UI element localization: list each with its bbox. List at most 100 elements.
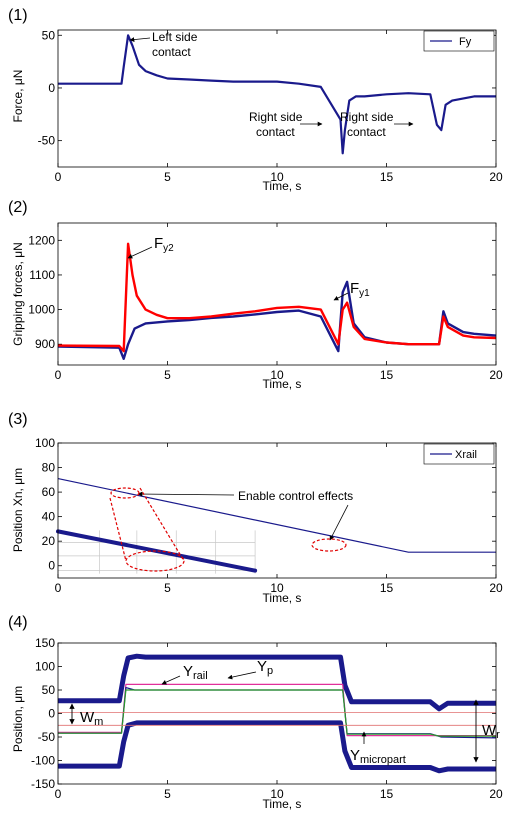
x-tick-label: 5 — [164, 581, 171, 595]
highlight-ellipse-zoom — [125, 550, 185, 572]
inset-zoom — [56, 529, 258, 574]
legend-box-3 — [423, 443, 495, 465]
y-tick-label: 20 — [42, 534, 56, 548]
y-tick-label: -50 — [38, 134, 56, 148]
annotation-wm: Wm — [69, 703, 103, 728]
x-tick-label: 10 — [270, 368, 284, 382]
legend-entry-xrail: Xrail — [455, 449, 477, 461]
x-tick-label: 0 — [55, 581, 62, 595]
annotation-fy1-text: Fy1 — [350, 280, 370, 299]
annotation-left-side: Left side — [152, 30, 198, 44]
legend-3: Xrail — [423, 443, 495, 465]
annotation-yp-text: Yp — [257, 658, 273, 677]
arrow-fy1 — [333, 292, 349, 301]
x-tick-label: 0 — [55, 170, 62, 184]
x-tick-label: 10 — [270, 581, 284, 595]
y-tick-label: -50 — [38, 730, 56, 744]
y-tick-label: 1000 — [28, 303, 55, 317]
y-tick-label: 0 — [48, 707, 55, 721]
highlight-ellipse-2 — [311, 538, 347, 552]
plot-frame-3 — [57, 442, 497, 579]
annotation-ymicropart: Ymicropart — [350, 731, 406, 766]
panel-4: (4) Time, s Position, μm 0 5 10 15 20 -150 -10… — [8, 614, 503, 811]
plot-frame-1 — [57, 29, 497, 168]
y-axis-label-3: Position Xn, μm — [11, 468, 25, 552]
arrow-enable-left — [137, 491, 235, 497]
series-group-1 — [58, 34, 496, 155]
series-upper-jaw — [58, 653, 496, 712]
ticks-3: 0 5 10 15 20 0 20 40 60 80 100 — [35, 436, 503, 595]
arrow-yrail — [161, 675, 181, 685]
y-axis-label-1: Force, μN — [11, 70, 25, 123]
x-tick-label: 10 — [270, 787, 284, 801]
ticks-4: 0 5 10 15 20 -150 -100 -50 0 50 100 150 — [31, 636, 503, 801]
y-tick-label: 0 — [48, 81, 55, 95]
y-tick-label: 0 — [48, 559, 55, 573]
annotation-right-side-1: Right side — [249, 110, 303, 124]
panel-label-4: (4) — [8, 614, 28, 631]
panel-2: (2) Time, s Gripping forces, μN 0 5 10 15 20… — [8, 199, 503, 391]
y-tick-label: -150 — [31, 777, 55, 791]
x-tick-label: 5 — [164, 368, 171, 382]
annotation-fy2: Fy2 — [127, 235, 174, 259]
x-tick-label: 20 — [489, 787, 503, 801]
y-tick-label: 60 — [42, 485, 56, 499]
arrow-enable-right — [329, 504, 349, 541]
y-tick-label: 150 — [35, 636, 55, 650]
arrow-fy2 — [127, 246, 153, 259]
y-axis-label-2: Gripping forces, μN — [11, 242, 25, 346]
arrow-yp — [227, 671, 257, 680]
ticks-1: 0 5 10 15 20 -50 0 50 — [38, 28, 503, 184]
annotation-fy2-text: Fy2 — [154, 235, 174, 254]
y-tick-label: 100 — [35, 436, 55, 450]
x-tick-label: 20 — [489, 581, 503, 595]
zoom-connector-right — [139, 487, 185, 562]
x-axis-label-2: Time, s — [263, 377, 302, 391]
panel-label-1: (1) — [8, 7, 28, 24]
x-axis-label-4: Time, s — [263, 797, 302, 811]
y-tick-label: 1200 — [28, 233, 55, 247]
x-tick-label: 5 — [164, 170, 171, 184]
x-tick-label: 15 — [380, 368, 394, 382]
series-fy2 — [57, 242, 497, 353]
series-xrail — [57, 478, 496, 553]
panel-label-3: (3) — [8, 411, 28, 428]
annotation-enable-text: Enable control effects — [238, 489, 353, 503]
y-tick-label: 50 — [42, 683, 56, 697]
annotation-fy1: Fy1 — [333, 280, 370, 301]
plot-frame-4 — [57, 642, 497, 785]
ticks-2: 0 5 10 15 20 900 1000 1100 1200 — [28, 223, 503, 382]
plot-frame-2 — [57, 222, 497, 366]
annotation-yrail-text: Yrail — [183, 663, 208, 682]
annotation-right-contact-2: Right side contact — [340, 110, 414, 139]
x-tick-label: 15 — [380, 581, 394, 595]
annotation-left-contact-text: contact — [152, 45, 191, 59]
annotation-enable-control: Enable control effects — [109, 487, 353, 572]
x-tick-label: 15 — [380, 170, 394, 184]
series-fy — [58, 34, 496, 155]
series-group-4 — [58, 653, 497, 774]
x-tick-label: 20 — [489, 368, 503, 382]
panel-3: (3) Time, s Position Xn, μm 0 5 10 15 20 0 20 4… — [8, 411, 503, 605]
x-tick-label: 10 — [270, 170, 284, 184]
x-tick-label: 0 — [55, 368, 62, 382]
annotation-yp: Yp — [227, 658, 273, 680]
annotation-wr: Wr — [473, 699, 500, 763]
series-yrail — [58, 683, 496, 737]
inset-zoom-line — [56, 529, 258, 573]
arrow-left-contact — [129, 37, 151, 42]
series-group-3 — [57, 478, 496, 553]
y-tick-label: 80 — [42, 461, 56, 475]
annotation-right-side-2: Right side — [340, 110, 394, 124]
annotation-right-contact-text-1: contact — [256, 125, 295, 139]
x-tick-label: 0 — [55, 787, 62, 801]
y-tick-label: 900 — [35, 337, 55, 351]
y-axis-label-4: Position, μm — [11, 686, 25, 752]
x-axis-label-1: Time, s — [263, 179, 302, 193]
y-tick-label: -100 — [31, 754, 55, 768]
annotation-ymicro-text: Ymicropart — [350, 747, 406, 766]
annotation-yrail: Yrail — [161, 663, 208, 685]
x-tick-label: 5 — [164, 787, 171, 801]
